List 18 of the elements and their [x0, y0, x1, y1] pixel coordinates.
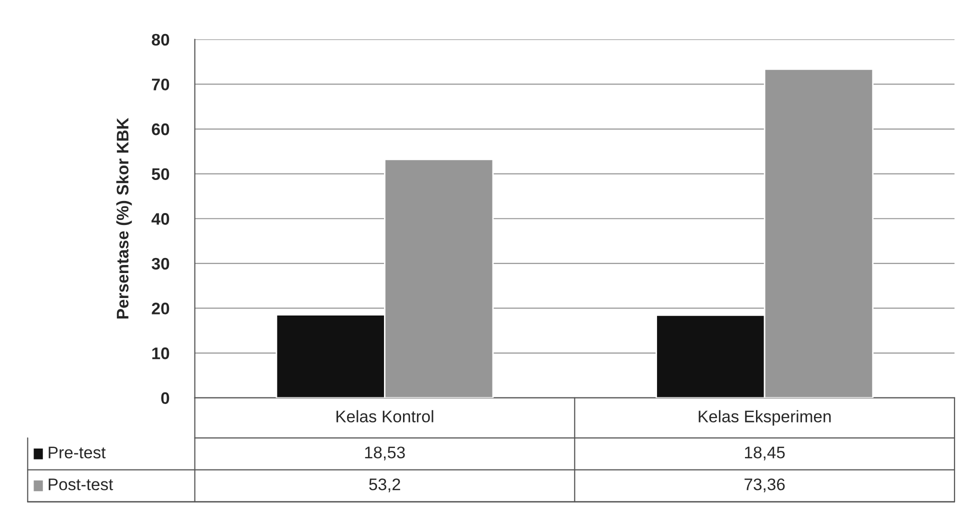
y-tick-label: 40	[152, 213, 170, 225]
x-tick-label: Kelas Kontrol	[336, 410, 434, 422]
y-axis-title: Persentase (%) Skor KBK	[116, 118, 132, 318]
y-tick-label: 30	[152, 258, 170, 270]
y-tick-label: 20	[152, 302, 170, 314]
y-tick-label: 50	[152, 168, 170, 180]
y-tick-label: 0	[161, 392, 170, 404]
data-label: 18,45	[745, 446, 785, 460]
y-tick-label: 10	[152, 347, 170, 360]
y-tick-label: 60	[152, 123, 170, 136]
data-label: 73,36	[744, 478, 785, 492]
x-tick-label: Kelas Eksperimen	[698, 410, 831, 426]
y-tick-label: 70	[152, 78, 170, 90]
y-tick-label: 80	[152, 34, 170, 46]
legend-label: Post-test	[48, 478, 114, 490]
legend-label: Pre-test	[48, 446, 106, 458]
data-label: 18,53	[365, 446, 405, 460]
data-label: 53,2	[369, 478, 400, 492]
